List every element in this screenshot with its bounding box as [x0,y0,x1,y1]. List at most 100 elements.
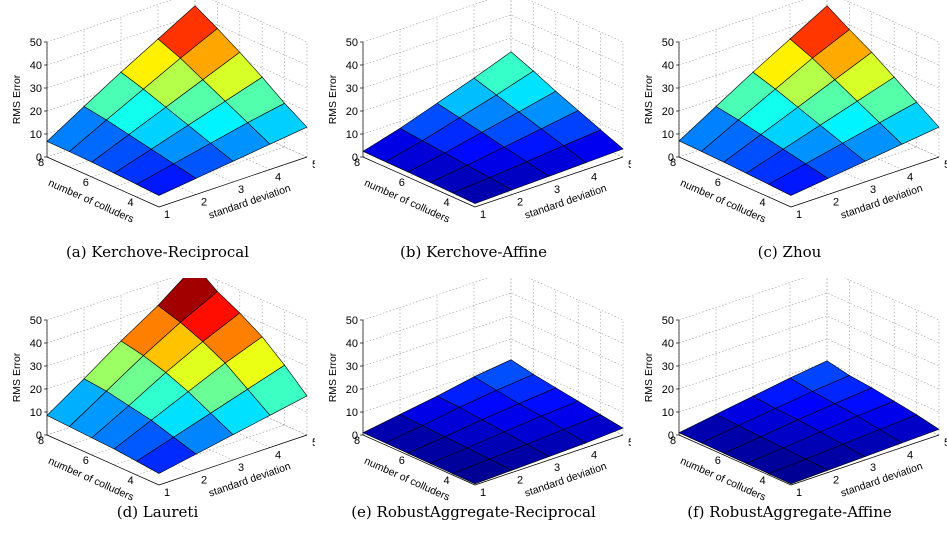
y-tick-label: 8 [38,435,44,447]
surface-patch [451,458,513,485]
z-tick-label: 40 [30,338,42,350]
z-tick-label: 20 [662,106,674,118]
z-axis-label: RMS Error [643,352,655,402]
x-tick-label: 5 [944,159,947,171]
z-tick-label: 20 [30,384,42,396]
x-tick-label: 3 [870,184,876,196]
z-tick-label: 10 [662,129,674,141]
x-tick-label: 2 [201,475,207,487]
surface-patch [451,177,513,204]
y-tick-label: 8 [670,435,676,447]
x-tick-label: 3 [238,462,244,474]
y-floor-gridline [768,146,917,198]
z-tick-label: 10 [346,407,358,419]
z-tick-label: 30 [30,83,42,95]
x-tick-label: 1 [164,487,170,499]
x-axis-label: standard deviation [839,460,924,499]
z-tick-label: 10 [30,407,42,419]
z-axis-label: RMS Error [643,74,655,124]
z-axis-label: RMS Error [11,352,23,402]
x-tick-label: 1 [796,487,802,499]
z-tick-label: 0 [668,430,674,442]
caption: (d) Laureti [116,503,199,521]
z-tick-label: 0 [668,152,674,164]
x-tick-label: 5 [628,437,631,449]
x-tick-label: 4 [591,172,597,184]
z-tick-label: 0 [36,430,42,442]
z-gridline [362,14,624,66]
x-tick-label: 5 [944,437,947,449]
caption: (e) RobustAggregate-Reciprocal [351,503,596,521]
z-tick-label: 40 [346,60,358,72]
z-gridline [678,292,940,344]
z-tick-label: 50 [346,37,358,49]
z-tick-label: 30 [346,83,358,95]
z-tick-label: 50 [346,315,358,327]
y-tick-label: 6 [399,177,405,189]
x-axis [790,434,940,486]
z-tick-label: 50 [30,315,42,327]
y-axis [362,434,476,486]
x-tick-label: 5 [312,159,315,171]
y-tick-label: 8 [38,157,44,169]
x-tick-label: 4 [907,450,913,462]
y-tick-label: 4 [760,197,766,209]
y-tick-label: 4 [760,475,766,487]
y-axis [678,156,792,208]
y-tick-label: 4 [128,197,134,209]
z-tick-label: 0 [36,152,42,164]
z-axis-label: RMS Error [327,74,339,124]
z-tick-label: 40 [662,338,674,350]
x-tick-label: 2 [833,197,839,209]
x-tick-label: 3 [238,184,244,196]
z-tick-label: 20 [30,106,42,118]
y-tick-label: 6 [83,455,89,467]
y-tick-label: 4 [444,197,450,209]
z-tick-label: 0 [352,430,358,442]
x-tick-label: 2 [517,475,523,487]
y-tick-label: 6 [399,455,405,467]
surface [362,359,624,485]
x-tick-label: 4 [275,172,281,184]
z-tick-label: 20 [662,384,674,396]
y-floor-gridline [136,424,285,476]
x-axis-label: standard deviation [207,182,292,221]
x-axis-label: standard deviation [207,460,292,499]
x-tick-label: 2 [833,475,839,487]
z-axis-label: RMS Error [11,74,23,124]
x-axis [790,156,940,208]
x-tick-label: 2 [517,197,523,209]
x-tick-label: 3 [554,462,560,474]
x-axis-label: standard deviation [523,182,608,221]
y-tick-label: 6 [715,455,721,467]
z-tick-label: 50 [662,315,674,327]
y-tick-label: 4 [444,475,450,487]
z-tick-label: 50 [662,37,674,49]
z-tick-label: 30 [662,83,674,95]
surface [362,51,624,204]
x-tick-label: 2 [201,197,207,209]
surface [46,5,308,196]
surface-patch [136,436,197,474]
caption: (c) Zhou [757,243,822,261]
y-tick-label: 6 [83,177,89,189]
y-axis [46,434,160,486]
z-tick-label: 30 [346,361,358,373]
caption: (f) RobustAggregate-Affine [687,503,892,521]
z-tick-label: 0 [352,152,358,164]
x-tick-label: 1 [164,209,170,221]
z-tick-label: 10 [662,407,674,419]
surface [46,278,308,474]
z-gridline [678,315,940,367]
y-tick-label: 8 [670,157,676,169]
